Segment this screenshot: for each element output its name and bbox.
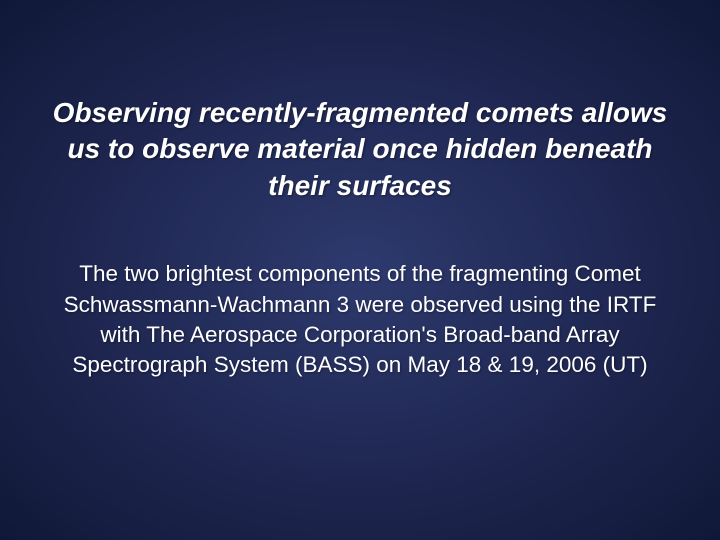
slide-body-text: The two brightest components of the frag… <box>48 259 672 381</box>
slide-title: Observing recently-fragmented comets all… <box>48 95 672 204</box>
